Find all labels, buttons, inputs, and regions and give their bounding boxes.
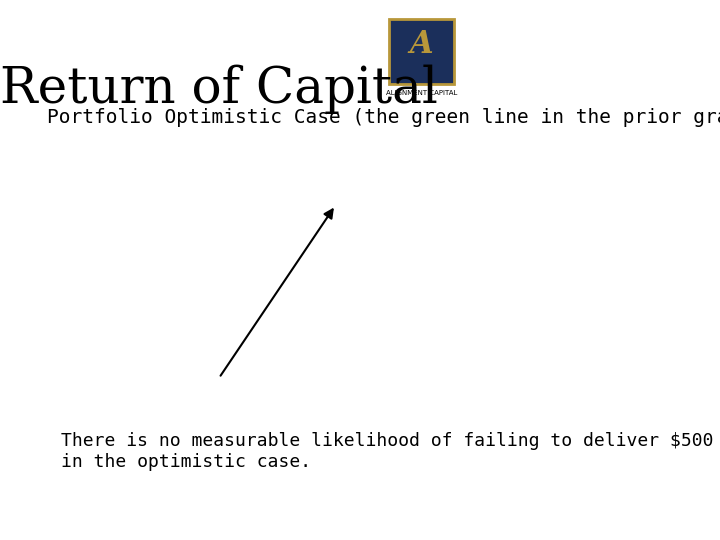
Text: Portfolio Optimistic Case (the green line in the prior graphs): Portfolio Optimistic Case (the green lin… bbox=[47, 108, 720, 127]
Text: A: A bbox=[410, 29, 433, 60]
FancyBboxPatch shape bbox=[389, 19, 454, 84]
Text: ALIGNMENT CAPITAL: ALIGNMENT CAPITAL bbox=[386, 90, 457, 96]
Text: Return of Capital: Return of Capital bbox=[0, 65, 438, 114]
Text: There is no measurable likelihood of failing to deliver $500 million
in the opti: There is no measurable likelihood of fai… bbox=[60, 432, 720, 471]
